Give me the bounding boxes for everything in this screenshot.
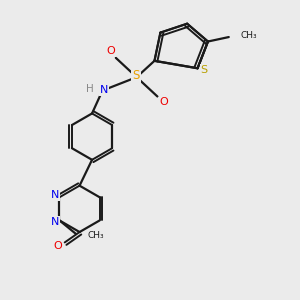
Text: S: S — [200, 65, 208, 75]
Text: N: N — [100, 85, 108, 95]
Text: CH₃: CH₃ — [240, 31, 257, 40]
Text: O: O — [106, 46, 115, 56]
Text: H: H — [86, 84, 94, 94]
Text: S: S — [132, 69, 140, 82]
Text: N: N — [51, 217, 59, 227]
Text: O: O — [159, 98, 168, 107]
Text: O: O — [54, 241, 62, 251]
Text: N: N — [51, 190, 59, 200]
Text: CH₃: CH₃ — [87, 231, 104, 240]
